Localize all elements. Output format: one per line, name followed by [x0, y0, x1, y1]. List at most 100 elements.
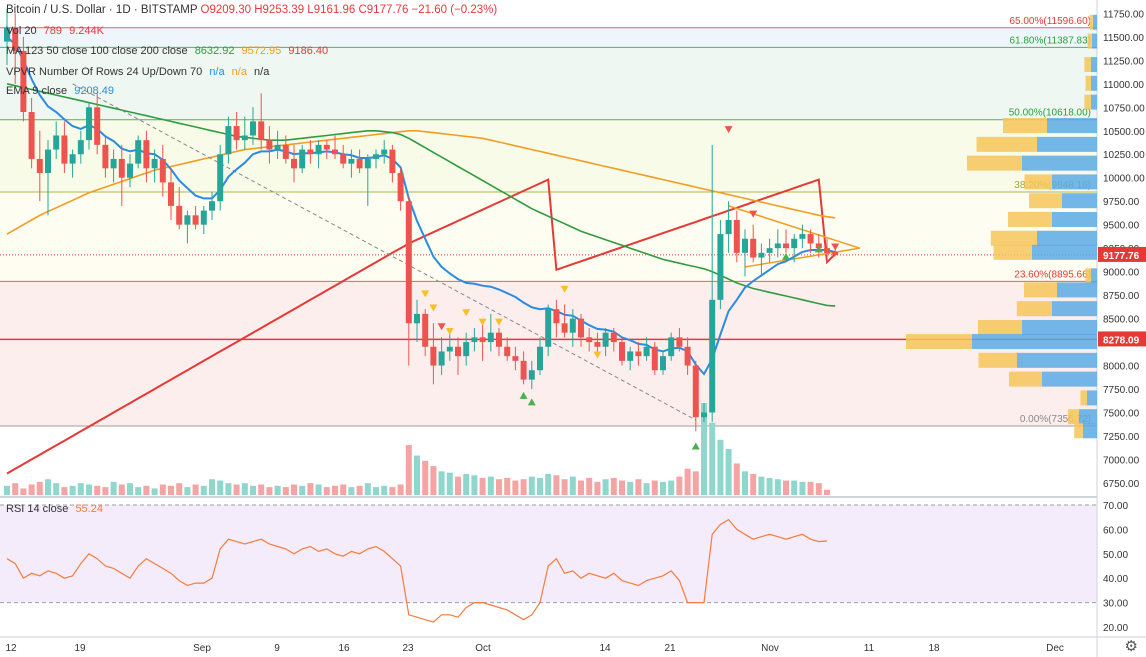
candle-body	[176, 205, 183, 225]
candle-body	[578, 318, 584, 338]
volume-bar	[717, 439, 724, 495]
signal-down-marker	[749, 210, 758, 218]
vp-up-bar	[1052, 301, 1097, 317]
candle-body	[151, 158, 158, 169]
candle-body	[684, 346, 691, 366]
candle-body	[53, 135, 60, 150]
candle-body	[373, 154, 379, 159]
price-tick-label: 11250.00	[1103, 56, 1144, 67]
volume-bar	[192, 484, 199, 495]
vp-down-bar	[1084, 94, 1091, 110]
time-axis[interactable]: 12 19 Sep 9 16 23 Oct 14 21 Nov 11 18 Dec	[5, 643, 1063, 654]
candle-body	[381, 149, 388, 155]
legend-vpvr-v2: n/a	[231, 66, 247, 78]
price-label-box	[1098, 246, 1146, 262]
candle-body	[225, 126, 232, 155]
candle-body	[520, 360, 527, 380]
gear-icon[interactable]: ⚙	[1124, 638, 1138, 655]
candle-body	[758, 252, 765, 258]
volume-bar	[479, 477, 486, 495]
legend-rsi[interactable]: RSI 14 close 55.24	[6, 503, 103, 515]
candle-body	[651, 346, 658, 371]
vp-down-bar	[906, 334, 972, 350]
vp-down-bar	[1085, 268, 1091, 284]
candle-body	[733, 219, 740, 253]
vp-down-bar	[1016, 301, 1052, 317]
volume-bar	[315, 484, 322, 495]
volume-bar	[53, 483, 60, 495]
rsi-band	[0, 505, 1097, 603]
volume-bar	[692, 471, 699, 495]
volume-bar	[4, 485, 10, 495]
rsi-pane	[0, 504, 1097, 623]
vp-up-bar	[1032, 244, 1097, 260]
fib-label: 50.00%(10618.00)	[1009, 108, 1091, 119]
legend-ma[interactable]: MA 123 50 close 100 close 200 close 8632…	[6, 45, 328, 57]
volume-bar	[151, 488, 158, 495]
vp-up-bar	[1057, 282, 1097, 298]
volume-bar	[791, 480, 798, 495]
volume-bar	[774, 479, 781, 495]
vp-up-bar	[1083, 423, 1097, 439]
fib-label: 0.00%(7356.72)	[1020, 414, 1091, 425]
volume-bar	[110, 481, 117, 495]
volume-bar	[586, 477, 593, 495]
vp-down-bar	[1085, 75, 1091, 91]
candle-body	[364, 158, 371, 169]
volume-bar	[307, 483, 314, 495]
volume-bar	[381, 485, 388, 495]
time-tick-label: Nov	[761, 643, 779, 654]
rsi-line	[6, 518, 828, 623]
symbol-header: Bitcoin / U.S. Dollar · 1D · BITSTAMP O9…	[6, 4, 497, 16]
volume-bar	[143, 485, 150, 495]
price-tick-label: 9750.00	[1103, 197, 1140, 208]
vp-up-bar	[1042, 371, 1097, 387]
volume-bar	[69, 485, 76, 495]
candlestick-series[interactable]	[4, 8, 840, 450]
volume-bar	[28, 484, 35, 495]
candle-body	[701, 412, 707, 418]
price-label-box	[1098, 331, 1146, 347]
volume-bar	[520, 479, 527, 495]
volume-bar	[528, 476, 535, 495]
fibonacci-levels: 65.00%(11596.60) 61.80%(11387.83) 50.00%(1…	[0, 16, 1097, 427]
trendline	[72, 83, 697, 421]
candle-body	[512, 356, 519, 361]
volume-bar	[241, 483, 248, 495]
volume-bar	[291, 484, 297, 495]
signal-up-marker	[814, 245, 823, 253]
legend-ma-v1: 8632.92	[194, 45, 235, 57]
price-tick-label: 10000.00	[1103, 174, 1145, 185]
price-tick-label: 8000.00	[1103, 362, 1140, 373]
volume-bar	[742, 471, 748, 495]
volume-bar	[373, 487, 379, 495]
volume-bar	[118, 484, 125, 495]
vp-down-bar	[1009, 371, 1042, 387]
volume-bar	[282, 487, 289, 495]
candle-body	[725, 219, 732, 235]
price-axis[interactable]: 11750.00 11500.00 11250.00 11000.00 10750.00…	[1098, 9, 1146, 634]
volume-bar	[537, 477, 543, 495]
legend-volume-v2: 9.244K	[69, 25, 104, 37]
candle-body	[422, 313, 429, 347]
volume-bar	[487, 476, 494, 495]
volume-bar	[94, 485, 101, 495]
legend-volume[interactable]: Vol 20 789 9.244K	[6, 25, 104, 37]
volume-bar	[684, 468, 691, 495]
volume-bar	[364, 483, 371, 495]
volume-bar	[824, 489, 830, 495]
volume-bar	[512, 480, 519, 495]
legend-ema[interactable]: EMA 9 close 9208.49	[6, 85, 114, 97]
signal-down-marker	[421, 290, 430, 298]
vp-up-bar	[1091, 75, 1097, 91]
volume-bar	[250, 485, 256, 495]
volume-bar	[446, 472, 453, 495]
volume-bar	[20, 488, 27, 495]
volume-bar	[36, 481, 43, 495]
candle-body	[77, 140, 84, 155]
signal-up-marker	[691, 442, 700, 450]
volume-bar	[332, 485, 338, 495]
candle-body	[717, 234, 724, 300]
legend-vpvr[interactable]: VPVR Number Of Rows 24 Up/Down 70 n/a n/…	[6, 66, 269, 78]
